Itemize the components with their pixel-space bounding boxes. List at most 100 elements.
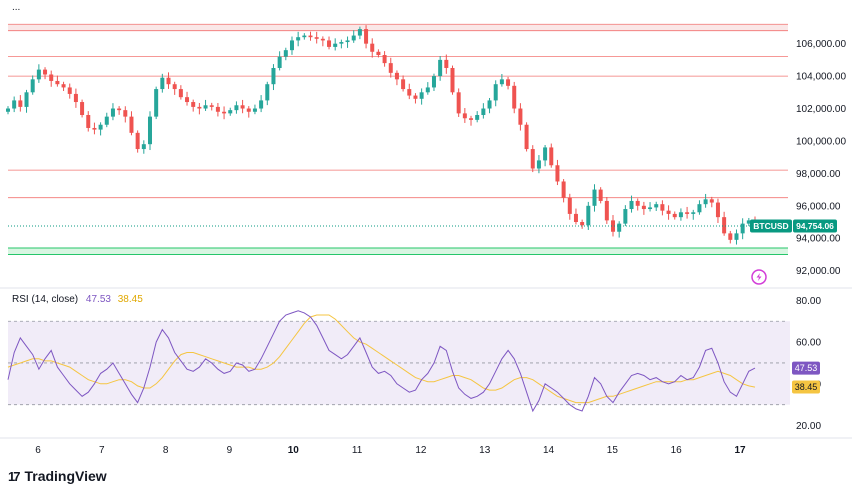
candle-body xyxy=(296,37,301,41)
rsi-tick-label: 60.00 xyxy=(796,338,821,349)
candle-body xyxy=(240,105,245,109)
candle-body xyxy=(172,84,177,90)
rsi-legend[interactable]: RSI (14, close) 47.53 38.45 xyxy=(12,294,143,305)
price-tick-label: 102,000.00 xyxy=(796,104,846,115)
candle-body xyxy=(147,116,152,145)
time-tick-label: 12 xyxy=(415,445,427,456)
rsi-band-lines xyxy=(8,320,788,406)
candle-body xyxy=(302,35,307,38)
candle-body xyxy=(555,165,560,182)
rsi-legend-ma-value: 38.45 xyxy=(118,294,143,305)
candle-body xyxy=(740,223,745,234)
price-levels xyxy=(8,23,788,255)
candle-body xyxy=(746,220,751,224)
candle-body xyxy=(339,42,344,44)
rsi-legend-value: 47.53 xyxy=(86,294,111,305)
candle-body xyxy=(178,89,183,98)
candle-body xyxy=(450,67,455,93)
candle-body xyxy=(154,89,159,117)
rsi-title: RSI (14, close) xyxy=(12,294,78,305)
tradingview-logo[interactable]: 17 TradingView xyxy=(8,466,107,486)
candle-body xyxy=(24,92,29,107)
candle-body xyxy=(98,124,103,130)
candle-body xyxy=(401,79,406,90)
candle-body xyxy=(43,69,48,75)
candle-body xyxy=(49,74,54,81)
candle-body xyxy=(697,204,702,213)
candle-body xyxy=(524,124,529,150)
candle-body xyxy=(580,222,585,226)
candle-body xyxy=(370,43,375,52)
last-price-value: 94,754.06 xyxy=(796,221,834,231)
candle-body xyxy=(549,147,554,166)
candle-body xyxy=(438,59,443,77)
candle-body xyxy=(314,37,319,39)
candle-body xyxy=(215,106,220,112)
candle-body xyxy=(623,209,628,224)
candle-body xyxy=(499,79,504,85)
candle-body xyxy=(129,116,134,133)
candle-body xyxy=(604,200,609,221)
candle-body xyxy=(691,212,696,214)
candle-body xyxy=(104,116,109,125)
candle-body xyxy=(728,233,733,240)
time-tick-label: 17 xyxy=(734,445,746,456)
candle-body xyxy=(660,204,665,211)
candle-body xyxy=(394,72,399,80)
candle-body xyxy=(586,205,591,226)
time-tick-label: 9 xyxy=(227,445,233,456)
rsi-ma-value-badge: 38.45 xyxy=(792,380,820,394)
candle-body xyxy=(222,111,227,114)
time-tick-label: 15 xyxy=(607,445,619,456)
candle-body xyxy=(283,50,288,57)
candle-body xyxy=(364,29,369,44)
price-tick-label: 96,000.00 xyxy=(796,201,841,212)
candle-body xyxy=(191,102,196,107)
candle-body xyxy=(475,115,480,120)
candle-body xyxy=(228,110,233,114)
chart-menu[interactable]: ... xyxy=(12,2,20,13)
candle-body xyxy=(407,89,412,96)
time-axis[interactable]: 6 7 8 9 10 11 12 13 14 15 16 17 xyxy=(35,445,746,456)
candle-body xyxy=(648,207,653,210)
candle-body xyxy=(86,115,91,128)
candle-body xyxy=(246,108,251,112)
candle-body xyxy=(61,84,66,88)
candle-body xyxy=(135,132,140,150)
candle-body xyxy=(678,212,683,218)
candle-body xyxy=(703,199,708,205)
candle-body xyxy=(265,84,270,101)
candle-body xyxy=(166,77,171,85)
tradingview-mark-icon: 17 xyxy=(8,468,21,484)
candle-body xyxy=(573,213,578,223)
time-tick-label: 16 xyxy=(671,445,683,456)
price-tick-label: 92,000.00 xyxy=(796,266,841,277)
candle-body xyxy=(30,79,35,93)
rsi-tick-label: 20.00 xyxy=(796,421,821,432)
symbol-tag[interactable]: BTCUSD xyxy=(750,219,792,233)
candle-body xyxy=(481,108,486,116)
candle-body xyxy=(209,105,214,107)
candle-body xyxy=(734,233,739,240)
candle-body xyxy=(80,102,85,116)
rsi-line xyxy=(7,310,756,413)
candle-body xyxy=(277,56,282,68)
time-tick-label: 10 xyxy=(288,445,300,456)
candle-body xyxy=(685,212,690,214)
candle-body xyxy=(512,85,517,109)
candle-body xyxy=(567,197,572,214)
candle-body xyxy=(6,108,10,112)
candle-body xyxy=(536,160,541,169)
candle-body xyxy=(259,100,264,109)
last-price-badge: 94,754.06 xyxy=(793,219,837,233)
candle-body xyxy=(672,213,677,218)
lightning-icon[interactable] xyxy=(751,269,767,285)
candle-body xyxy=(561,181,566,198)
candle-body xyxy=(160,77,165,90)
symbol-label: BTCUSD xyxy=(753,221,788,231)
candle-body xyxy=(185,97,190,103)
candle-body xyxy=(506,79,511,86)
candle-body xyxy=(654,204,659,208)
candle-body xyxy=(382,55,387,64)
